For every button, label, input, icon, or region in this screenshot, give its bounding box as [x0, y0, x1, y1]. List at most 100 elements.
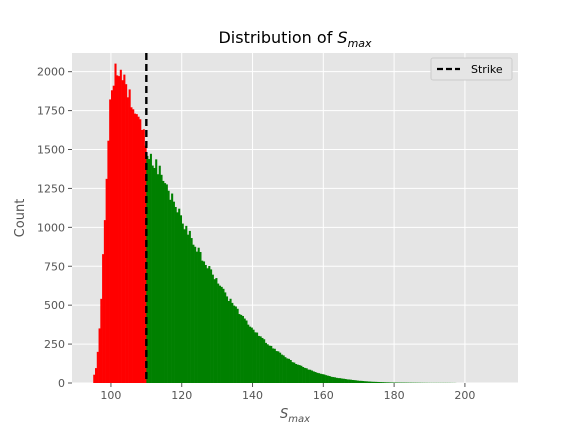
histogram-bar: [139, 119, 141, 383]
histogram-bar: [191, 238, 193, 383]
histogram-bar: [198, 248, 200, 383]
histogram-bar: [238, 314, 240, 383]
histogram-bar: [205, 265, 207, 383]
histogram-bar: [201, 261, 203, 383]
histogram-bar: [267, 344, 269, 383]
y-tick-label: 1500: [37, 144, 65, 157]
histogram-bar: [334, 377, 336, 383]
histogram-bar: [237, 309, 239, 383]
histogram-bar: [137, 117, 139, 383]
histogram-bar: [256, 333, 258, 383]
histogram-bar: [352, 380, 354, 383]
histogram-bar: [113, 86, 115, 383]
histogram-bar: [339, 378, 341, 383]
histogram-bar: [299, 365, 301, 383]
histogram-bar: [274, 349, 276, 383]
histogram-bar: [215, 278, 217, 383]
y-tick-label: 1250: [37, 182, 65, 195]
histogram-bar: [375, 382, 377, 383]
histogram-bar: [160, 175, 162, 383]
histogram-bar: [371, 382, 373, 383]
histogram-bar: [373, 382, 375, 383]
histogram-bar: [311, 371, 313, 383]
histogram-bar: [219, 286, 221, 383]
histogram-bar: [123, 75, 125, 383]
histogram-bar: [276, 351, 278, 383]
histogram-bar: [337, 378, 339, 383]
histogram-bar: [157, 174, 159, 383]
x-tick-label: 180: [384, 389, 405, 402]
histogram-bar: [134, 114, 136, 383]
histogram-bar: [226, 296, 228, 383]
histogram-bar: [284, 357, 286, 383]
histogram-bar: [159, 166, 161, 383]
histogram-bar: [268, 346, 270, 383]
histogram-bar: [320, 374, 322, 383]
histogram-bar: [279, 353, 281, 383]
histogram-bar: [155, 159, 157, 383]
y-tick-label: 2000: [37, 66, 65, 79]
histogram-bar: [316, 373, 318, 383]
x-tick-label: 140: [242, 389, 263, 402]
histogram-bar: [199, 252, 201, 383]
histogram-bar: [228, 301, 230, 383]
histogram-bar: [221, 287, 223, 383]
histogram-bar: [295, 364, 297, 383]
histogram-bar: [109, 99, 111, 383]
histogram-bar: [378, 382, 380, 383]
histogram-bar: [286, 358, 288, 383]
histogram-bar: [314, 372, 316, 383]
histogram-bar: [166, 184, 168, 383]
histogram-bar: [283, 355, 285, 383]
histogram-bar: [143, 129, 145, 383]
histogram-bar: [192, 245, 194, 383]
histogram-bar: [217, 284, 219, 383]
histogram-bar: [132, 109, 134, 383]
histogram-bar: [141, 130, 143, 383]
histogram-bar: [196, 252, 198, 383]
y-tick-label: 500: [44, 299, 65, 312]
histogram-bar: [230, 299, 232, 383]
histogram-bar: [359, 381, 361, 383]
histogram-bar: [153, 168, 155, 383]
histogram-bar: [168, 191, 170, 383]
histogram-bar: [270, 346, 272, 383]
histogram-bar: [118, 76, 120, 383]
histogram-bar: [318, 373, 320, 383]
histogram-bar: [306, 368, 308, 383]
histogram-bar: [182, 224, 184, 383]
histogram-bar: [173, 202, 175, 383]
histogram-bar: [93, 375, 95, 383]
histogram-bar: [366, 381, 368, 383]
histogram-bar: [382, 382, 384, 383]
histogram-bar: [235, 306, 237, 383]
histogram-bar: [253, 330, 255, 383]
histogram-bar: [368, 381, 370, 383]
histogram-bar: [277, 351, 279, 383]
histogram-bar: [100, 299, 102, 383]
y-tick-label: 1750: [37, 105, 65, 118]
histogram-bar: [313, 371, 315, 383]
histogram-bar: [383, 382, 385, 383]
histogram-bar: [187, 235, 189, 383]
histogram-bar: [178, 209, 180, 383]
histogram-bar: [265, 343, 267, 383]
histogram-bar: [341, 379, 343, 383]
histogram-bar: [150, 154, 152, 383]
histogram-bar: [120, 70, 122, 383]
histogram-bar: [260, 336, 262, 383]
histogram-bar: [251, 328, 253, 383]
y-tick-label: 1000: [37, 221, 65, 234]
histogram-bar: [122, 80, 124, 383]
histogram-bar: [387, 382, 389, 383]
histogram-bar: [102, 254, 104, 383]
histogram-bar: [212, 275, 214, 383]
histogram-bar: [291, 362, 293, 383]
histogram-bar: [293, 363, 295, 383]
x-tick-label: 160: [313, 389, 334, 402]
histogram-bar: [357, 381, 359, 383]
histogram-bar: [162, 181, 164, 383]
histogram-bar: [272, 348, 274, 383]
